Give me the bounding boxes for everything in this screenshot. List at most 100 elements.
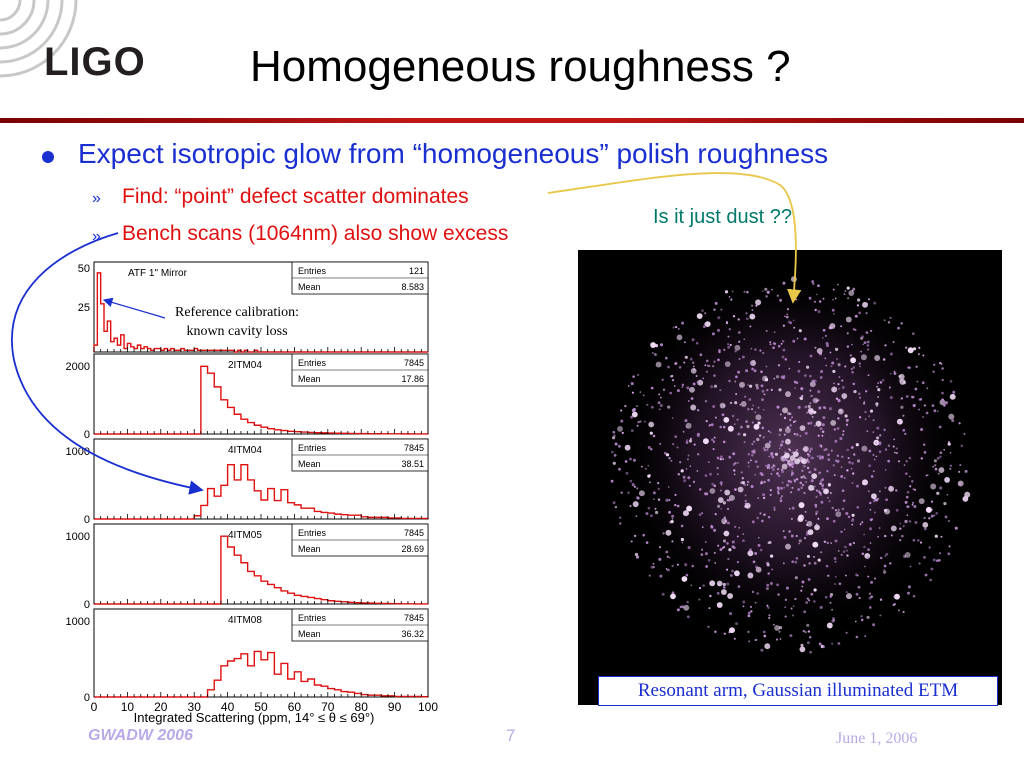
scatter-speck [671, 591, 675, 595]
scatter-speck [847, 297, 850, 300]
y-tick-label: 0 [84, 692, 90, 704]
scatter-speck [784, 451, 787, 454]
scatter-speck [734, 380, 737, 383]
scatter-speck [704, 474, 708, 477]
scatter-speck [692, 480, 695, 483]
scatter-speck [851, 513, 855, 517]
scatter-speck [821, 487, 825, 490]
scatter-speck [627, 491, 630, 495]
scatter-speck [858, 416, 862, 419]
scatter-speck [954, 526, 958, 530]
scatter-speck [768, 540, 772, 545]
scatter-speck [649, 431, 653, 435]
scatter-speck [817, 390, 821, 394]
scatter-speck [912, 332, 915, 335]
scatter-speck [879, 434, 882, 437]
scatter-speck [901, 534, 904, 538]
scatter-speck [681, 541, 684, 544]
scatter-speck [774, 625, 781, 631]
scatter-speck [686, 426, 688, 428]
scatter-speck [793, 451, 799, 457]
scatter-speck [677, 328, 680, 330]
scatter-speck [864, 565, 866, 568]
scatter-speck [845, 631, 848, 634]
scatter-speck [698, 598, 701, 601]
scatter-speck [798, 514, 805, 521]
scatter-speck [791, 614, 795, 617]
scatter-speck [733, 637, 736, 640]
scatter-speck [883, 564, 887, 568]
scatter-speck [831, 642, 833, 645]
scatter-speck [841, 379, 844, 382]
scatter-speck [730, 574, 733, 577]
sub-bullet-1: Find: “point” defect scatter dominates [122, 185, 469, 208]
scatter-speck [731, 545, 735, 549]
scatter-speck [819, 493, 823, 497]
scatter-speck [918, 346, 921, 349]
scatter-speck [769, 341, 772, 344]
scatter-speck [685, 468, 688, 470]
scatter-speck [765, 329, 768, 332]
scatter-speck [680, 469, 684, 473]
scatter-speck [713, 551, 716, 554]
scatter-speck [633, 534, 637, 538]
scatter-speck [819, 479, 823, 483]
scatter-speck [835, 397, 839, 400]
scatter-speck [743, 483, 746, 487]
scatter-speck [831, 608, 834, 611]
scatter-speck [785, 315, 789, 319]
scatter-speck [722, 539, 727, 543]
scatter-speck [837, 408, 844, 415]
scatter-speck [869, 501, 872, 505]
scatter-speck [737, 370, 740, 374]
scatter-speck [701, 526, 704, 528]
scatter-speck [652, 434, 656, 438]
scatter-speck [841, 385, 845, 389]
scatter-speck [875, 455, 878, 458]
scatter-speck [750, 605, 752, 608]
scatter-speck [858, 362, 862, 365]
scatter-speck [665, 550, 669, 554]
scatter-speck [809, 389, 812, 392]
scatter-speck [681, 386, 684, 388]
scatter-speck [637, 420, 640, 424]
scatter-speck [923, 556, 926, 559]
scatter-speck [783, 486, 786, 489]
scatter-speck [851, 370, 854, 374]
scatter-speck [692, 361, 695, 364]
scatter-speck [714, 416, 717, 419]
scatter-speck [630, 429, 634, 433]
scatter-speck [700, 553, 704, 556]
scatter-speck [924, 527, 927, 531]
scatter-speck [723, 530, 730, 537]
scatter-speck [709, 580, 716, 587]
scatter-speck [839, 436, 843, 441]
scatter-speck [819, 427, 823, 431]
scatter-speck [908, 520, 912, 523]
scatter-speck [885, 498, 888, 502]
scatter-speck [902, 414, 905, 417]
scatter-speck [867, 374, 870, 377]
scatter-speck [858, 396, 862, 399]
scatter-speck [674, 325, 678, 329]
scatter-speck [794, 387, 796, 389]
scatter-speck [667, 365, 670, 369]
scatter-speck [860, 354, 867, 361]
scatter-speck [765, 464, 767, 467]
scatter-speck [747, 572, 754, 579]
scatter-speck [837, 382, 840, 386]
scatter-speck [883, 570, 887, 574]
scatter-speck [761, 398, 764, 401]
scatter-speck [784, 615, 787, 618]
scatter-speck [930, 567, 934, 571]
scatter-speck [734, 350, 737, 353]
scatter-speck [798, 329, 802, 333]
scatter-speck [806, 411, 808, 414]
scatter-speck [907, 347, 914, 354]
scatter-speck [747, 630, 750, 634]
scatter-speck [759, 548, 763, 552]
scatter-speck [803, 491, 806, 495]
scatter-speck [733, 473, 736, 476]
scatter-speck [653, 352, 657, 357]
scatter-speck [874, 355, 881, 361]
